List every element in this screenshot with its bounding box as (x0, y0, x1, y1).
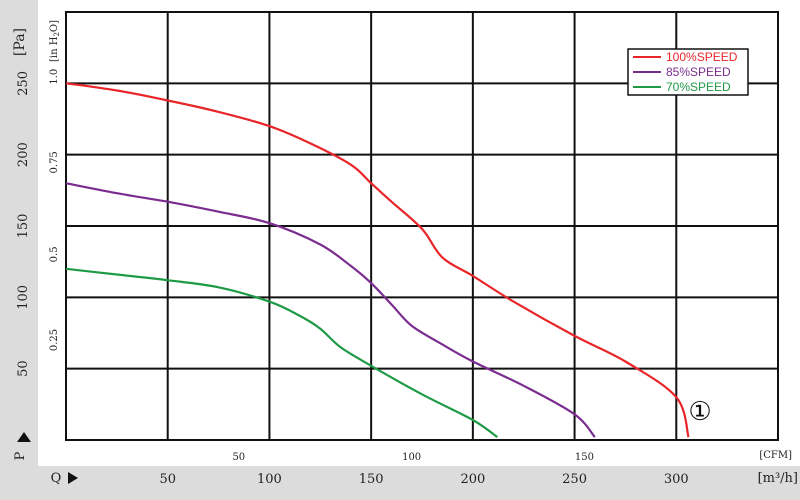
y-pa-tick-2: 150 (16, 214, 31, 239)
inh2o-unit-label: [in H2O] (49, 20, 61, 62)
x-cfm-tick-2: 150 (575, 452, 594, 463)
x-m3h-tick-1: 100 (257, 472, 282, 487)
series-line-2 (65, 267, 498, 439)
pressure-arrow-icon (17, 432, 31, 442)
y-pa-tick-0: 50 (16, 360, 31, 377)
flow-symbol: Q (51, 471, 62, 486)
legend-label-70: 70%SPEED (666, 80, 731, 94)
x-m3h-tick-2: 150 (359, 472, 384, 487)
legend-label-85: 85%SPEED (666, 65, 731, 79)
series-line-0 (65, 82, 690, 438)
x-m3h-tick-0: 50 (159, 472, 176, 487)
curve-number-annotation: ① (688, 397, 711, 427)
x-m3h-tick-5: 300 (664, 472, 689, 487)
x-m3h-tick-3: 200 (460, 472, 485, 487)
x-m3h-tick-4: 250 (562, 472, 587, 487)
y-inh2o-tick-2: 0.75 (49, 151, 60, 173)
legend: 100%SPEED 85%SPEED 70%SPEED (627, 48, 749, 96)
cfm-unit-label: [CFM] (759, 450, 792, 461)
left-axis-band (0, 0, 38, 500)
y-pa-tick-4: 250 (16, 71, 31, 96)
x-cfm-tick-0: 50 (232, 452, 245, 463)
y-inh2o-tick-1: 0.5 (49, 246, 60, 262)
x-cfm-tick-1: 100 (402, 452, 421, 463)
tick-labels: 50 100 150 200 250 300 50 100 150 50 100 150 200 250 0… (16, 69, 689, 487)
series-layer (65, 82, 690, 439)
y-inh2o-tick-0: 0.25 (49, 329, 60, 351)
grid (66, 12, 778, 440)
y-pa-tick-3: 200 (16, 142, 31, 167)
legend-label-100: 100%SPEED (666, 50, 738, 64)
bottom-axis-band (0, 466, 800, 500)
m3h-unit-label: [m³/h] (758, 471, 798, 486)
series-line-1 (65, 182, 596, 438)
flow-arrow-icon (68, 472, 78, 484)
y-pa-tick-1: 100 (16, 285, 31, 310)
pressure-symbol: P (13, 451, 28, 460)
y-inh2o-tick-3: 1.0 (49, 69, 60, 85)
pa-unit-label: [Pa] (12, 28, 28, 56)
